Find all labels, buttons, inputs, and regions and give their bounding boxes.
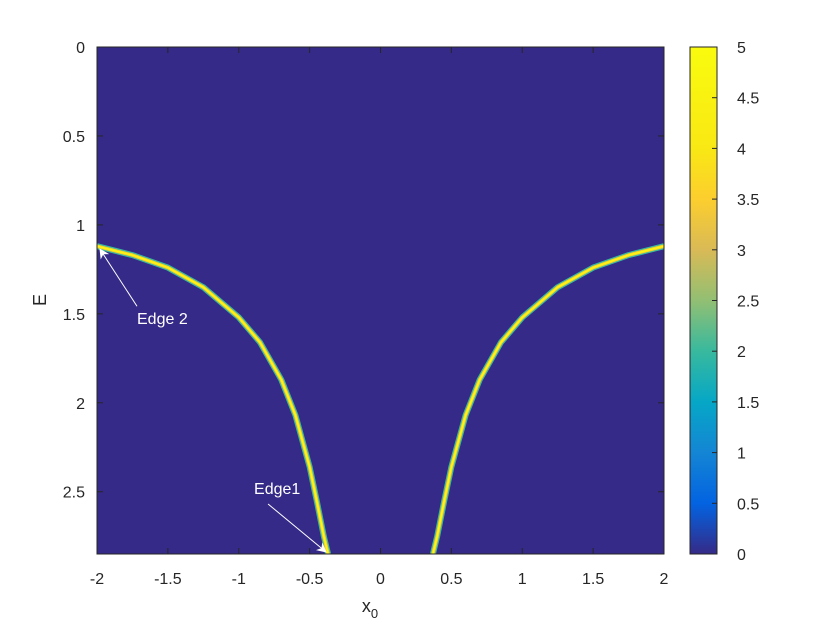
x-tick-label: 1.5 — [582, 571, 604, 588]
colorbar-tick-label: 0 — [737, 547, 746, 564]
colorbar-tick-label: 1 — [737, 446, 746, 463]
x-axis-label: x0 — [362, 596, 378, 621]
colorbar-tick-label: 1.5 — [737, 395, 759, 412]
y-axis-label: E — [30, 294, 50, 306]
colorbar-tick-label: 0.5 — [737, 496, 759, 513]
ridge-peak-1 — [432, 245, 664, 554]
y-tick-label: 2.5 — [63, 485, 85, 502]
colorbar-tick-label: 3.5 — [737, 192, 759, 209]
x-tick-label: -2 — [90, 571, 104, 588]
x-axis: -2 -1.5 -1 -0.5 0 0.5 1 1.5 2 — [90, 47, 669, 588]
x-tick-label: 2 — [660, 571, 669, 588]
x-tick-label: -1 — [232, 571, 246, 588]
colorbar-tick-label: 4.5 — [737, 91, 759, 108]
heatmap-ridges — [97, 243, 664, 554]
plot-area — [97, 47, 664, 554]
annotation-arrow — [267, 503, 327, 553]
colorbar-tick-label: 5 — [737, 40, 746, 57]
y-tick-label: 1 — [76, 218, 85, 235]
x-tick-label: 0.5 — [440, 571, 462, 588]
y-tick-label: 2 — [76, 396, 85, 413]
x-tick-label: 1 — [518, 571, 527, 588]
annotation-label: Edge 2 — [137, 311, 188, 328]
colorbar-tick-label: 2.5 — [737, 294, 759, 311]
colorbar-tick-label: 2 — [737, 344, 746, 361]
y-tick-label: 0.5 — [63, 129, 85, 146]
x-tick-label: -1.5 — [154, 571, 182, 588]
x-tick-label: -0.5 — [296, 571, 324, 588]
annotation-label: Edge1 — [254, 481, 300, 498]
annotation-arrow — [99, 248, 138, 307]
y-axis: 0 0.5 1 1.5 2 2.5 — [63, 40, 664, 502]
x-tick-label: 0 — [376, 571, 385, 588]
ridge-peak-0 — [97, 245, 329, 554]
colorbar-tick-label: 4 — [737, 141, 746, 158]
y-tick-label: 0 — [76, 40, 85, 57]
annotations: Edge 2 Edge1 — [99, 248, 327, 553]
y-tick-label: 1.5 — [63, 307, 85, 324]
colorbar-tick-label: 3 — [737, 243, 746, 260]
colorbar-ticks: 0 0.5 1 1.5 2 2.5 3 3.5 4 4.5 5 — [712, 40, 759, 564]
